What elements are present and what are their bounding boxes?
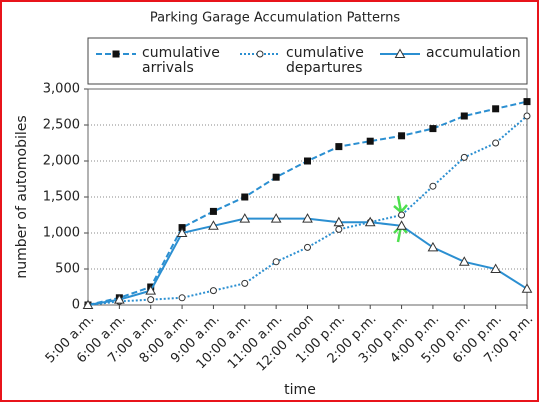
marker <box>366 137 374 145</box>
marker <box>523 112 531 120</box>
chart-title: Parking Garage Accumulation Patterns <box>150 11 401 26</box>
legend-label: accumulation <box>426 45 521 61</box>
marker <box>492 139 500 147</box>
y-tick-label: 2,000 <box>43 154 80 169</box>
legend-label: cumulative departures <box>286 45 364 76</box>
marker <box>364 216 376 227</box>
marker <box>270 213 282 223</box>
marker <box>304 243 311 251</box>
marker <box>460 112 468 120</box>
marker <box>82 299 94 309</box>
marker <box>458 256 470 266</box>
marker <box>304 157 311 165</box>
y-tick-label: 500 <box>55 262 80 277</box>
marker <box>333 216 345 227</box>
marker <box>241 193 249 201</box>
marker <box>335 225 343 233</box>
y-tick-label: 1,500 <box>43 190 80 205</box>
marker <box>239 213 251 223</box>
marker <box>178 294 186 302</box>
marker <box>176 227 188 237</box>
legend-box <box>87 37 528 85</box>
annotation-arrows <box>393 195 408 243</box>
marker <box>145 285 157 295</box>
y-tick-label: 2,500 <box>43 118 80 133</box>
marker <box>492 105 500 113</box>
marker <box>335 143 343 151</box>
marker <box>398 132 406 140</box>
y-tick-label: 1,000 <box>43 226 80 241</box>
marker <box>112 50 120 58</box>
marker <box>396 220 407 230</box>
x-axis-label: time <box>284 382 316 398</box>
marker <box>114 294 125 304</box>
marker <box>147 296 155 304</box>
y-tick-label: 0 <box>72 298 80 313</box>
marker <box>394 48 406 58</box>
marker <box>241 279 249 287</box>
marker <box>272 258 280 266</box>
marker <box>521 283 533 293</box>
y-tick-label: 3,000 <box>43 82 80 97</box>
series-line <box>87 100 528 306</box>
series-line <box>87 115 528 306</box>
marker <box>460 153 468 161</box>
marker <box>523 98 531 106</box>
marker <box>209 287 217 295</box>
marker <box>208 220 219 230</box>
marker <box>429 125 437 133</box>
marker <box>272 173 280 181</box>
marker <box>302 213 313 223</box>
marker <box>490 263 501 273</box>
marker <box>429 182 437 190</box>
y-axis-label: number of automobiles <box>14 115 30 278</box>
marker <box>256 50 264 58</box>
marker <box>398 211 406 219</box>
marker <box>209 207 217 215</box>
legend-label: cumulative arrivals <box>142 45 220 76</box>
marker <box>427 241 439 252</box>
